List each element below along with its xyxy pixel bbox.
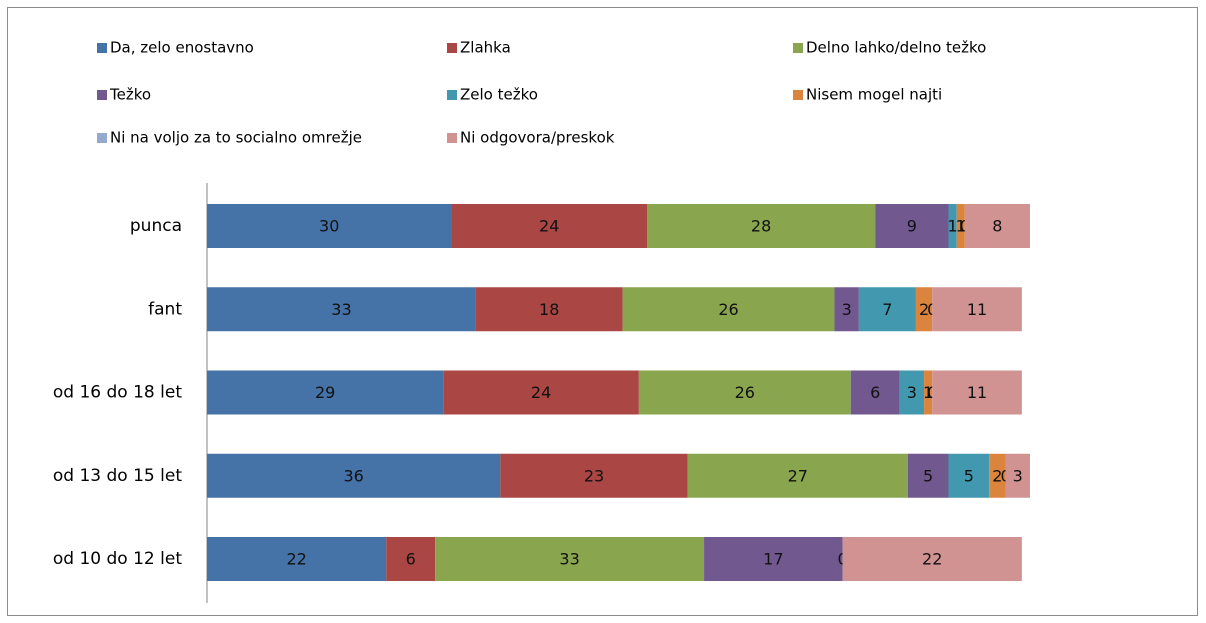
legend-label: Delno lahko/delno težko [806,39,986,57]
data-label: 9 [907,217,917,236]
data-label: 2 [992,466,1002,485]
bar-segment [622,287,835,332]
data-label: 1 [923,383,933,402]
legend-label: Težko [109,86,151,104]
data-label: 33 [559,550,579,569]
category-label: od 16 do 18 let [53,383,182,403]
data-label: 22 [286,550,306,569]
legend-label: Zlahka [460,39,511,57]
bar-segment [475,287,623,332]
bar-segment [451,204,648,248]
legend-swatch [97,43,107,53]
bar-segment [435,537,705,581]
data-label: 24 [531,383,551,402]
bar-segment [207,204,452,248]
category-label: punca [130,216,182,236]
data-label: 3 [842,300,852,319]
data-label: 18 [539,300,559,319]
bar-segment [907,453,949,498]
bar-segment [915,287,933,332]
bar-segment [875,204,949,248]
bar-segment [207,453,501,498]
data-label: 6 [406,550,416,569]
data-label: 3 [907,383,917,402]
bar-segment [207,287,476,332]
bar-segment [443,370,639,415]
data-label: 5 [923,466,933,485]
legend-label: Nisem mogel najti [806,86,942,104]
data-label: 11 [967,300,987,319]
bar-segment [924,370,933,415]
bar-segment [948,453,990,498]
bar-segment [842,537,1022,581]
data-label: 3 [1013,466,1023,485]
bar-segment [647,204,876,248]
bar-segment [850,370,900,415]
category-label: od 13 do 15 let [53,466,182,486]
data-label: 26 [735,383,755,402]
legend-swatch [447,43,457,53]
legend-swatch [793,43,803,53]
bar-segment [834,287,859,332]
data-label: 8 [992,217,1002,236]
bar-segment [948,204,957,248]
data-label: 24 [539,217,559,236]
data-label: 28 [751,217,771,236]
data-label: 30 [319,217,339,236]
bar-segment [989,453,1006,498]
bar-segment [956,204,965,248]
bar-segment [964,204,1030,248]
data-label: 7 [882,300,892,319]
data-label: 5 [964,466,974,485]
data-label: 1 [956,217,966,236]
data-label: 33 [331,300,351,319]
legend-label: Zelo težko [460,86,538,104]
bar-segment [704,537,843,581]
data-label: 27 [788,466,808,485]
bar-segment [386,537,436,581]
legend-swatch [447,90,457,100]
data-label: 2 [919,300,929,319]
data-label: 17 [763,550,783,569]
data-label: 11 [967,383,987,402]
legend-label: Da, zelo enostavno [110,39,254,57]
bar-segment [1005,453,1030,498]
legend-label: Ni na voljo za to socialno omrežje [110,129,362,147]
category-label: fant [148,299,182,319]
data-label: 23 [584,466,604,485]
bar-segment [899,370,925,415]
bar-segment [500,453,688,498]
legend-label: Ni odgovora/preskok [460,129,615,147]
bar-segment [858,287,916,332]
bar-segment [932,287,1022,332]
legend-swatch [447,133,457,143]
bar-segment [638,370,851,415]
category-label: od 10 do 12 let [53,549,182,569]
data-label: 26 [718,300,738,319]
bar-segment [687,453,908,498]
legend-swatch [793,90,803,100]
data-label: 36 [343,466,363,485]
legend-swatch [97,133,107,143]
data-label: 29 [315,383,335,402]
data-label: 6 [870,383,880,402]
legend-swatch [97,90,107,100]
bar-segment [207,537,387,581]
bar-segment [932,370,1022,415]
bar-segment [207,370,444,415]
data-label: 22 [922,550,942,569]
data-label: 1 [947,217,957,236]
